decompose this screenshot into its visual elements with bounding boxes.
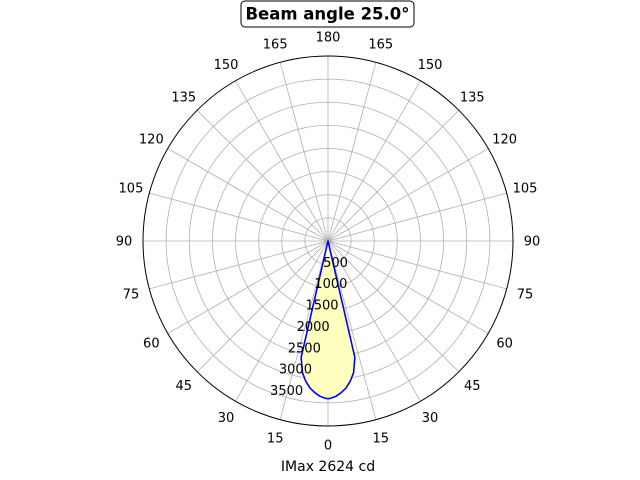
x-axis-label: IMax 2624 cd <box>281 459 375 475</box>
radial-tick-label: 500 <box>323 256 348 271</box>
angle-tick-label: 120 <box>139 133 164 148</box>
angle-tick-label: 90 <box>524 235 541 250</box>
series-line <box>300 240 356 400</box>
angle-tick-label: 15 <box>373 432 390 447</box>
angle-tick-label: 15 <box>267 432 284 447</box>
angle-tick-label: 135 <box>460 90 485 105</box>
radial-tick-label: 2500 <box>288 341 321 356</box>
angle-tick-label: 165 <box>368 37 393 52</box>
angle-tick-label: 135 <box>171 90 196 105</box>
angle-tick-label: 120 <box>492 133 517 148</box>
grid-ring <box>165 78 491 404</box>
angle-tick-labels: 0 15 30 45 60 75 90 105 120 135 150 165 180 165 150 135… <box>116 31 541 454</box>
angle-tick-label: 45 <box>464 379 481 394</box>
angle-tick-label: 60 <box>496 337 513 352</box>
series-fill <box>301 241 355 399</box>
radial-tick-label: 1500 <box>305 299 338 314</box>
series-layer <box>300 240 356 400</box>
angle-tick-label: 30 <box>218 411 235 426</box>
angle-tick-label: 105 <box>119 182 144 197</box>
angle-tick-label: 30 <box>422 411 439 426</box>
radial-tick-label: 3500 <box>270 384 303 399</box>
angle-tick-label: 150 <box>418 58 443 73</box>
angle-tick-label: 180 <box>316 31 341 46</box>
angle-tick-label: 75 <box>517 287 534 302</box>
angle-tick-label: 75 <box>123 287 140 302</box>
angle-tick-label: 45 <box>175 379 192 394</box>
angle-tick-label: 90 <box>116 235 133 250</box>
radial-tick-label: 3000 <box>279 363 312 378</box>
angle-tick-label: 150 <box>214 58 239 73</box>
radial-tick-label: 2000 <box>297 320 330 335</box>
chart-title: Beam angle 25.0° <box>245 5 409 24</box>
angle-tick-label: 0 <box>324 439 332 454</box>
chart-title-box: Beam angle 25.0° <box>240 0 415 28</box>
angle-tick-label: 105 <box>513 182 538 197</box>
chart-title-frame <box>240 0 415 28</box>
radial-tick-label: 1000 <box>314 277 347 292</box>
angle-tick-label: 60 <box>143 337 160 352</box>
polar-frame <box>142 55 514 427</box>
angle-tick-label: 165 <box>263 37 288 52</box>
radial-tick-labels: 500 1000 1500 2000 2500 3000 3500 <box>270 256 348 399</box>
